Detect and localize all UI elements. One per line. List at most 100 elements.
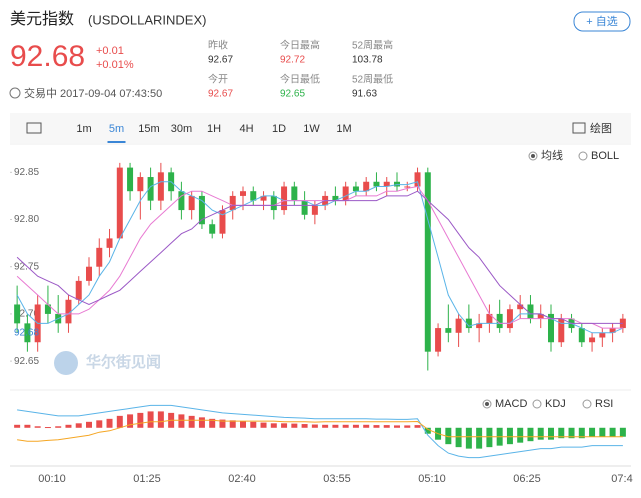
- candle-body: [548, 313, 554, 343]
- draw-icon: [572, 122, 586, 134]
- interval[interactable]: 4H: [239, 123, 253, 135]
- legend-radio[interactable]: [578, 151, 588, 161]
- y-tick-label: 92.65: [14, 356, 39, 367]
- x-tick-label: 01:25: [133, 473, 161, 485]
- candle-body: [609, 328, 616, 333]
- candle-body: [44, 304, 51, 314]
- macd-bar: [157, 411, 164, 428]
- candle-body: [219, 210, 226, 234]
- legend-label[interactable]: MACD: [495, 398, 527, 410]
- macd-bar: [332, 424, 339, 428]
- x-tick-label: 02:40: [228, 473, 256, 485]
- stat-label: 今日最高: [280, 39, 320, 52]
- candle-body: [332, 195, 339, 201]
- ma-line: [16, 181, 624, 334]
- add-button[interactable]: [573, 11, 631, 32]
- legend-label[interactable]: BOLL: [591, 150, 619, 162]
- candle-body: [383, 181, 390, 187]
- candle-body: [240, 191, 246, 196]
- toolbar: [10, 113, 631, 143]
- interval[interactable]: 1m: [76, 123, 91, 135]
- macd-bar: [527, 427, 534, 442]
- ma-line: [16, 190, 623, 324]
- macd-line: [17, 419, 623, 442]
- macd-bar: [127, 414, 134, 428]
- interval[interactable]: 5m: [109, 123, 124, 135]
- macd-bar: [568, 427, 575, 439]
- interval[interactable]: 30m: [171, 123, 192, 135]
- status: 交易中 2017-09-04 07:43:50: [24, 86, 162, 100]
- candle-body: [435, 328, 442, 352]
- macd-bar: [363, 424, 370, 428]
- change: +0.01: [96, 45, 124, 57]
- macd-bar: [281, 423, 288, 428]
- macd-bar: [342, 424, 349, 428]
- candle-body: [578, 328, 585, 343]
- macd-bar: [517, 427, 524, 443]
- candle-body: [291, 186, 298, 201]
- macd-bar: [424, 427, 431, 434]
- interval[interactable]: 1D: [272, 123, 286, 135]
- candle-body: [363, 181, 370, 192]
- candle-body: [65, 299, 72, 324]
- candle-body: [311, 205, 318, 215]
- macd-bar: [537, 427, 544, 440]
- macd-bar: [147, 411, 154, 428]
- candle-body: [198, 195, 205, 225]
- code: (USDOLLARINDEX): [88, 12, 206, 27]
- candle-body: [537, 313, 544, 319]
- macd-bar: [486, 427, 493, 448]
- macd-bar: [548, 427, 554, 440]
- interval[interactable]: 1H: [207, 123, 221, 135]
- y-tick-label: 92.85: [14, 167, 39, 178]
- candle-body: [250, 191, 257, 201]
- macd-bar: [476, 427, 483, 449]
- candle-body: [558, 318, 565, 343]
- candle-body: [157, 172, 164, 201]
- candle-body: [229, 195, 236, 211]
- price: 92.68: [10, 40, 85, 73]
- macd-bar: [96, 420, 103, 428]
- candle-body: [445, 328, 452, 333]
- candle-body: [96, 247, 103, 267]
- candle-body: [517, 304, 524, 310]
- stat-label: 52周最低: [352, 73, 393, 86]
- stat-value: 91.63: [352, 89, 377, 100]
- legend-label[interactable]: RSI: [595, 398, 613, 410]
- stat-label: 昨收: [208, 39, 228, 52]
- macd-bar: [178, 414, 185, 428]
- macd-bar: [86, 421, 92, 428]
- candle-body: [424, 172, 431, 352]
- interval[interactable]: 1M: [336, 123, 351, 135]
- x-tick-label: 06:25: [513, 473, 541, 485]
- candle-body: [476, 323, 483, 329]
- macd-bar: [291, 423, 298, 428]
- macd-bar: [65, 424, 72, 428]
- candle-body: [496, 313, 503, 329]
- x-tick-label: 00:10: [38, 473, 66, 485]
- legend-radio-dot: [485, 402, 489, 406]
- candle-body: [589, 337, 596, 343]
- macd-bar: [558, 427, 565, 439]
- interval[interactable]: 15m: [138, 123, 159, 135]
- candle-body: [106, 238, 113, 248]
- draw-button[interactable]: 绘图: [590, 121, 612, 135]
- macd-bar: [209, 418, 216, 428]
- macd-bar: [455, 427, 462, 448]
- interval[interactable]: 1W: [303, 123, 320, 135]
- legend-radio[interactable]: [582, 399, 592, 409]
- legend-radio[interactable]: [532, 399, 542, 409]
- legend-label[interactable]: 均线: [541, 148, 563, 162]
- ma-line: [16, 185, 623, 329]
- candle-body: [599, 332, 606, 338]
- legend-label[interactable]: KDJ: [545, 398, 566, 410]
- macd-bar: [445, 427, 452, 445]
- macd-bar: [394, 425, 400, 428]
- candle-body: [178, 191, 185, 211]
- macd-bar: [609, 427, 616, 437]
- add-button-label[interactable]: + 自选: [586, 15, 617, 28]
- candle-body: [127, 167, 134, 192]
- price-tag: 92.68: [14, 327, 39, 338]
